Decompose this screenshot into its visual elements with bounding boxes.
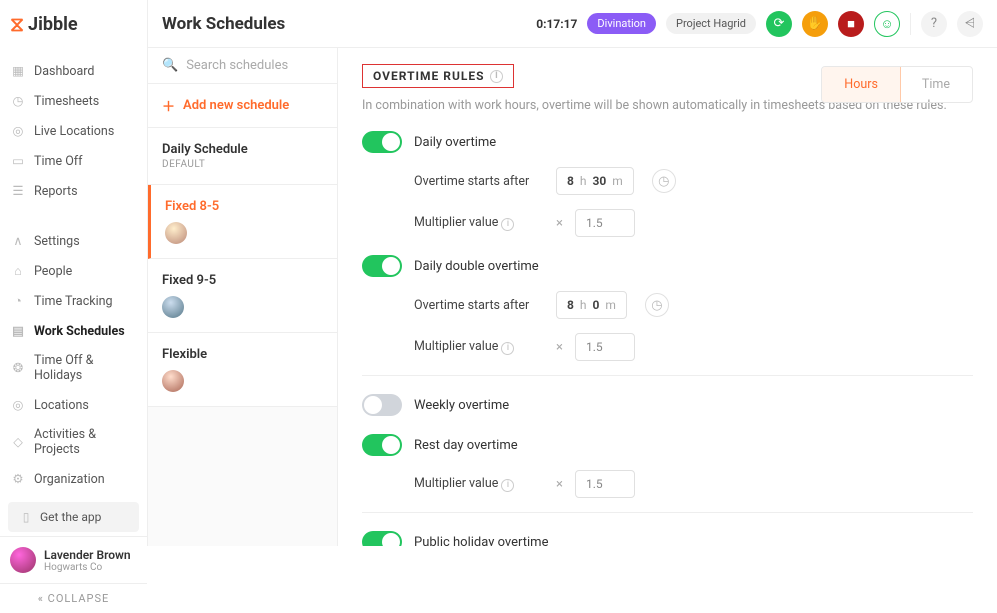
search-schedules[interactable]: 🔍 Search schedules <box>148 48 337 84</box>
holiday-icon: ❂ <box>10 360 26 376</box>
tab-hours[interactable]: Hours <box>821 66 901 103</box>
tag-icon: ◇ <box>10 434 26 450</box>
toggle-public-holiday-overtime[interactable] <box>362 531 402 546</box>
nav-work-schedules[interactable]: ▤Work Schedules <box>0 316 147 346</box>
nav-live-locations[interactable]: ◎Live Locations <box>0 116 147 146</box>
tab-time[interactable]: Time <box>900 67 972 102</box>
daily-ot-multiplier-input[interactable]: 1.5 <box>575 209 635 237</box>
schedule-icon: ▤ <box>10 323 26 339</box>
clock-icon[interactable]: ◷ <box>652 169 676 193</box>
collapse-button[interactable]: « COLLAPSE <box>0 583 147 613</box>
plus-icon: ＋ <box>162 96 175 115</box>
user-name: Lavender Brown <box>44 548 131 562</box>
user-company: Hogwarts Co <box>44 562 131 573</box>
logo[interactable]: ⧖ Jibble <box>0 0 147 52</box>
hours-time-tabs: Hours Time <box>821 66 973 103</box>
toggle-rest-day-overtime[interactable] <box>362 434 402 456</box>
nav-locations[interactable]: ◎Locations <box>0 390 147 420</box>
info-icon[interactable]: i <box>501 479 514 492</box>
schedule-avatar <box>162 296 184 318</box>
nav-dashboard[interactable]: ▦Dashboard <box>0 56 147 86</box>
location-icon: ◎ <box>10 397 26 413</box>
user-avatar <box>10 547 36 573</box>
label-daily-double-overtime: Daily double overtime <box>414 259 539 274</box>
overtime-rules-panel: Hours Time OVERTIME RULES i In combinati… <box>338 48 997 546</box>
nav-time-off[interactable]: ▭Time Off <box>0 146 147 176</box>
info-icon[interactable]: i <box>501 342 514 355</box>
label-daily-overtime: Daily overtime <box>414 135 496 150</box>
nav-timesheets[interactable]: ◷Timesheets <box>0 86 147 116</box>
toggle-daily-overtime[interactable] <box>362 131 402 153</box>
nav-settings[interactable]: ∧Settings <box>0 226 147 256</box>
document-icon: ☰ <box>10 183 26 199</box>
topbar: Work Schedules 0:17:17 Divination Projec… <box>148 0 997 48</box>
page-title: Work Schedules <box>162 14 285 34</box>
schedule-list-panel: 🔍 Search schedules ＋ Add new schedule Da… <box>148 48 338 546</box>
double-ot-multiplier-input[interactable]: 1.5 <box>575 333 635 361</box>
stopwatch-icon: ◔ <box>10 293 26 309</box>
restday-multiplier-input[interactable]: 1.5 <box>575 470 635 498</box>
section-title: OVERTIME RULES i <box>362 64 514 88</box>
project-pill-divination[interactable]: Divination <box>587 13 656 34</box>
project-pill-hagrid[interactable]: Project Hagrid <box>666 13 756 34</box>
nav-people[interactable]: ⌂People <box>0 256 147 286</box>
nav-time-off-holidays[interactable]: ❂Time Off & Holidays <box>0 346 147 390</box>
daily-ot-time-input[interactable]: 8h 30m <box>556 167 634 195</box>
left-nav: ⧖ Jibble ▦Dashboard ◷Timesheets ◎Live Lo… <box>0 0 148 546</box>
grid-icon: ▦ <box>10 63 26 79</box>
device-icon: ▯ <box>18 509 34 525</box>
search-placeholder: Search schedules <box>186 58 288 73</box>
double-ot-time-input[interactable]: 8h 0m <box>556 291 627 319</box>
get-app-button[interactable]: ▯Get the app <box>8 502 139 532</box>
nav-organization[interactable]: ⚙Organization <box>0 464 147 494</box>
info-icon[interactable]: i <box>501 218 514 231</box>
notifications-button[interactable]: ⩤ <box>957 11 983 37</box>
nav-reports[interactable]: ☰Reports <box>0 176 147 206</box>
logo-mark-icon: ⧖ <box>10 12 24 36</box>
chevron-icon: ∧ <box>10 233 26 249</box>
help-button[interactable]: ? <box>921 11 947 37</box>
toggle-weekly-overtime[interactable] <box>362 394 402 416</box>
search-icon: 🔍 <box>162 58 178 73</box>
schedule-avatar <box>165 222 187 244</box>
nav-time-tracking[interactable]: ◔Time Tracking <box>0 286 147 316</box>
add-schedule-button[interactable]: ＋ Add new schedule <box>148 84 337 128</box>
clock-icon[interactable]: ◷ <box>645 293 669 317</box>
pin-icon: ◎ <box>10 123 26 139</box>
schedule-avatar <box>162 370 184 392</box>
schedule-item-daily[interactable]: Daily Schedule DEFAULT <box>148 128 337 185</box>
profile-button[interactable]: ☺ <box>874 11 900 37</box>
brand-name: Jibble <box>28 14 78 35</box>
label-weekly-overtime: Weekly overtime <box>414 398 509 413</box>
timer: 0:17:17 <box>536 17 577 31</box>
label-rest-day-overtime: Rest day overtime <box>414 438 518 453</box>
info-icon[interactable]: i <box>490 70 503 83</box>
toggle-daily-double-overtime[interactable] <box>362 255 402 277</box>
action-pause-button[interactable]: ✋ <box>802 11 828 37</box>
gear-icon: ⚙ <box>10 471 26 487</box>
user-menu[interactable]: Lavender Brown Hogwarts Co <box>0 536 147 583</box>
schedule-item-flexible[interactable]: Flexible <box>148 333 337 407</box>
calendar-icon: ▭ <box>10 153 26 169</box>
schedule-item-fixed-8-5[interactable]: Fixed 8-5 <box>148 185 337 259</box>
nav-activities-projects[interactable]: ◇Activities & Projects <box>0 420 147 464</box>
clock-icon: ◷ <box>10 93 26 109</box>
schedule-item-fixed-9-5[interactable]: Fixed 9-5 <box>148 259 337 333</box>
action-stop-button[interactable]: ■ <box>838 11 864 37</box>
label-public-holiday-overtime: Public holiday overtime <box>414 535 548 547</box>
people-icon: ⌂ <box>10 263 26 279</box>
action-play-button[interactable]: ⟳ <box>766 11 792 37</box>
